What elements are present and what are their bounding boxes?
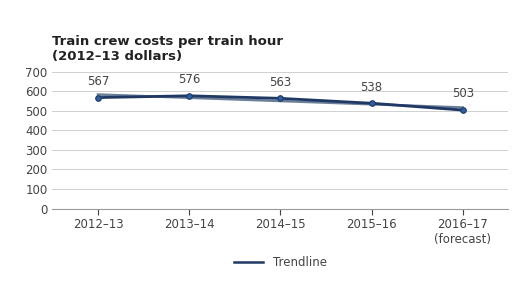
Text: 567: 567	[87, 75, 109, 88]
Text: 563: 563	[269, 76, 291, 89]
Text: 576: 576	[178, 73, 200, 86]
Text: Train crew costs per train hour
(2012–13 dollars): Train crew costs per train hour (2012–13…	[52, 35, 283, 63]
Legend: Trendline: Trendline	[229, 252, 332, 274]
Text: 503: 503	[452, 87, 474, 100]
Text: 538: 538	[361, 80, 383, 94]
